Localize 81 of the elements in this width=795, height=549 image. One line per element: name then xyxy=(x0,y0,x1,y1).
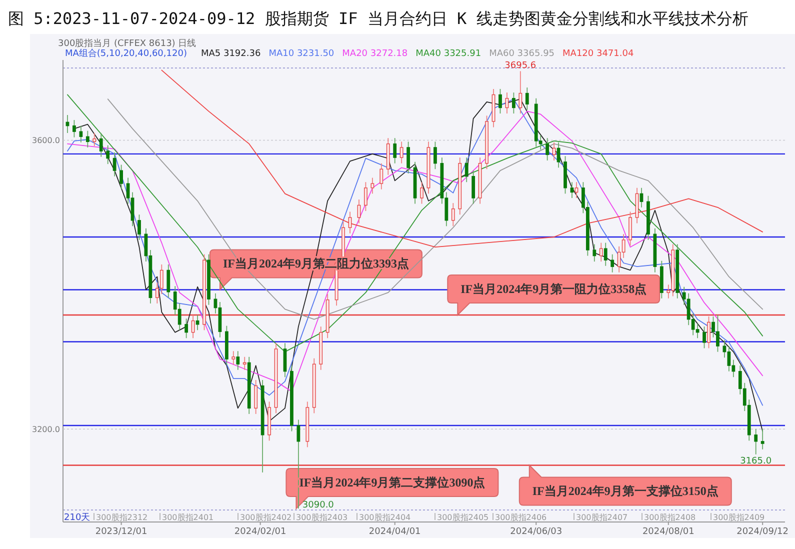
y-tick-label: 3600.0 xyxy=(32,136,60,146)
annotation: 3090.0 xyxy=(302,500,334,511)
candlestick xyxy=(702,326,706,349)
candlestick xyxy=(296,419,300,510)
text: MA40 3325.91 xyxy=(416,49,482,59)
candlestick xyxy=(79,125,83,143)
candlestick xyxy=(112,152,116,177)
candlestick xyxy=(380,162,384,190)
candlestick xyxy=(727,346,731,372)
candlestick xyxy=(242,356,246,370)
text: MA120 3471.04 xyxy=(562,49,634,59)
candlestick xyxy=(184,318,188,339)
candlestick xyxy=(451,202,455,227)
text: MA20 3272.18 xyxy=(342,49,408,59)
callout-text: IF当月2024年9月第一阻力位3358点 xyxy=(460,282,647,296)
candlestick xyxy=(236,350,240,370)
text: 300股指2409 xyxy=(713,513,765,522)
text: MA10 3231.50 xyxy=(268,49,334,59)
candlestick xyxy=(420,182,424,204)
candlestick xyxy=(254,380,258,414)
chart-subtitle: 300股指当月 (CFFEX 8613) 日线 xyxy=(58,38,196,49)
annotation: 3165.0 xyxy=(740,456,772,466)
text: 300股指2402 xyxy=(240,513,292,522)
candlestick xyxy=(120,164,123,190)
candlestick xyxy=(364,182,368,212)
text: 300股指2408 xyxy=(644,513,696,522)
x-tick-label: 2024/08/01 xyxy=(642,527,694,537)
candlestick xyxy=(138,214,141,240)
x-tick-label: 2023/12/01 xyxy=(95,527,148,537)
candlestick xyxy=(106,144,110,165)
text: 300股指2404 xyxy=(359,513,411,522)
line-series xyxy=(161,70,764,248)
x-tick-label: 2024/09/12 xyxy=(736,527,789,537)
text: 300股指2407 xyxy=(576,513,628,522)
candlestick xyxy=(754,428,758,455)
candlestick xyxy=(86,130,90,148)
candlestick xyxy=(498,88,502,114)
x-tick-label: 2024/04/01 xyxy=(368,527,421,537)
candlestick xyxy=(464,157,468,183)
text: 300股指2405 xyxy=(437,513,489,522)
candlestick xyxy=(160,264,164,295)
chart-title: 图 5:2023-11-07-2024-09-12 股指期货 IF 当月合约日 K 线走势图黄金分割线和水平线技术分析 xyxy=(8,9,748,28)
candlestick xyxy=(406,141,410,174)
candlestick xyxy=(357,198,361,224)
candlestick xyxy=(92,132,96,146)
text: 300股指2312 xyxy=(96,513,148,522)
y-tick-label: 3200.0 xyxy=(32,425,60,434)
candlestick xyxy=(472,170,476,204)
candlestick xyxy=(232,350,236,366)
candlestick xyxy=(72,120,76,138)
candlestick xyxy=(599,242,603,262)
candlestick xyxy=(99,132,103,158)
candlestick xyxy=(434,141,437,170)
text: 210天 xyxy=(64,512,90,523)
text: 300股指2401 xyxy=(162,513,214,522)
candlestick xyxy=(400,141,404,164)
candlestick xyxy=(370,177,374,194)
candlestick xyxy=(512,92,516,114)
line-series xyxy=(107,98,764,320)
candlestick xyxy=(574,182,578,198)
candlestick xyxy=(546,138,550,161)
candlestick xyxy=(760,428,764,450)
text: MA60 3365.95 xyxy=(489,49,555,59)
annotation: 3695.6 xyxy=(504,61,536,72)
candlestick xyxy=(393,138,397,164)
text: 300股指2406 xyxy=(495,513,547,522)
x-tick-label: 2024/02/01 xyxy=(234,527,286,537)
candlestick xyxy=(570,182,574,198)
candlestick xyxy=(518,70,522,114)
callout-text: IF当月2024年9月第二支撑位3090点 xyxy=(299,476,486,490)
candlestick xyxy=(166,264,170,298)
text: MA5 3192.36 xyxy=(200,49,261,59)
callout-text: IF当月2024年9月第一支撑位3150点 xyxy=(532,484,718,498)
x-tick-label: 2024/06/03 xyxy=(510,527,562,537)
candlestick xyxy=(604,242,608,266)
candlestick xyxy=(610,254,614,273)
candlestick xyxy=(525,87,529,110)
candlestick xyxy=(348,211,352,234)
legend-title: MA组合(5,10,20,40,60,120) xyxy=(65,48,187,59)
text: 300股指2403 xyxy=(296,513,348,522)
candlestick xyxy=(592,244,596,262)
